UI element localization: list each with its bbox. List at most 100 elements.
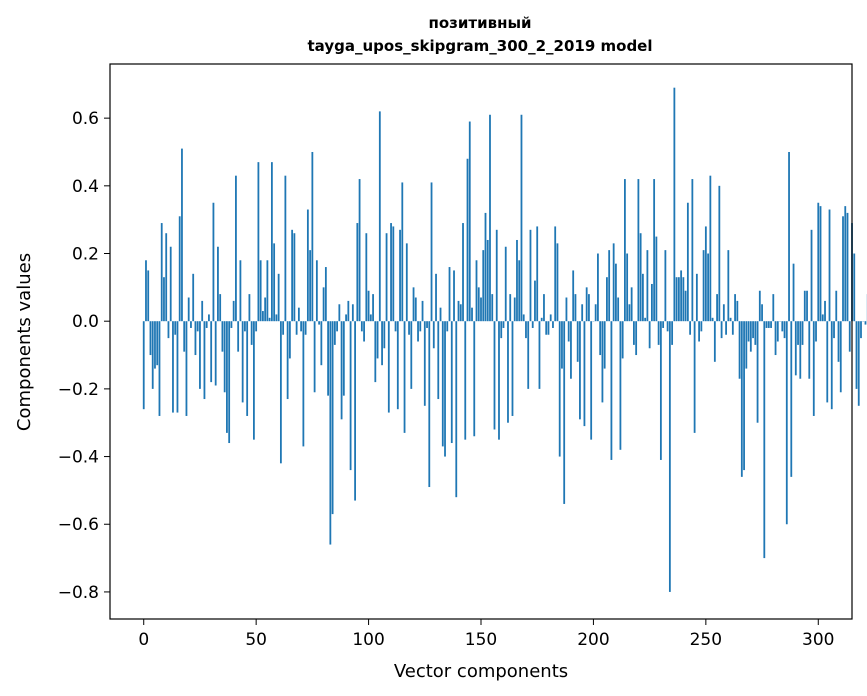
x-tick-label: 300 <box>802 630 834 650</box>
bar <box>322 287 325 322</box>
bar <box>187 297 190 322</box>
bar <box>695 273 698 322</box>
bar <box>700 321 703 332</box>
bar <box>673 87 676 322</box>
bar <box>522 314 525 322</box>
bar <box>758 290 761 322</box>
bar <box>675 277 678 322</box>
bar <box>538 321 541 389</box>
bar <box>277 273 280 322</box>
bar <box>749 321 752 352</box>
bar <box>581 304 584 322</box>
bar <box>374 321 377 383</box>
bar <box>495 229 498 322</box>
bar <box>327 321 329 396</box>
bar <box>855 321 858 389</box>
bar <box>729 317 732 322</box>
y-tick-label: 0.2 <box>72 245 99 265</box>
bar <box>853 253 856 322</box>
bar <box>444 321 446 457</box>
bar <box>518 260 521 322</box>
bar <box>500 321 503 339</box>
bar <box>401 182 404 322</box>
bar <box>349 321 352 471</box>
bar <box>828 209 831 322</box>
bar <box>722 304 725 322</box>
bar <box>426 321 428 328</box>
bar <box>716 294 718 322</box>
bar <box>412 287 415 322</box>
bar <box>776 321 779 342</box>
bar <box>372 294 374 322</box>
bar <box>567 321 570 342</box>
bar <box>507 321 509 423</box>
bar <box>250 321 253 345</box>
bar <box>583 321 586 427</box>
bar <box>525 321 527 339</box>
bar <box>745 321 748 369</box>
bar <box>176 321 179 413</box>
bar <box>561 321 563 369</box>
bar <box>790 321 793 477</box>
bar <box>659 321 662 460</box>
bar <box>615 263 617 322</box>
bar <box>725 321 727 335</box>
bar <box>212 202 215 322</box>
bar <box>219 294 222 322</box>
y-tick-label: 0.4 <box>72 177 99 197</box>
bar <box>329 321 332 545</box>
bar <box>333 321 336 345</box>
bar <box>576 321 579 362</box>
bar <box>756 321 759 423</box>
bar <box>833 321 835 339</box>
bar <box>410 321 413 389</box>
bar <box>266 260 269 322</box>
bar <box>543 294 545 322</box>
bar <box>466 158 469 322</box>
bar <box>156 321 159 366</box>
bar <box>792 263 795 322</box>
bar <box>808 321 811 379</box>
bar <box>331 321 334 515</box>
bar <box>585 287 588 322</box>
bar <box>579 321 581 420</box>
bar <box>608 250 611 322</box>
bar <box>810 229 813 322</box>
bar <box>232 300 235 322</box>
y-tick-label: −0.8 <box>58 583 99 603</box>
bar <box>441 321 444 447</box>
bar <box>558 321 561 457</box>
bar <box>396 321 399 410</box>
bar <box>628 304 631 322</box>
bar <box>288 321 291 359</box>
bar <box>194 321 197 356</box>
y-axis-label: Components values <box>14 253 35 431</box>
bar <box>223 321 226 393</box>
bar <box>772 294 775 322</box>
bar <box>300 321 303 332</box>
bar <box>680 270 683 322</box>
bar <box>448 267 451 322</box>
bar <box>284 175 287 322</box>
bar <box>713 321 716 362</box>
bar <box>387 321 390 413</box>
bar <box>650 283 653 322</box>
bar <box>482 250 485 322</box>
bar <box>358 179 361 322</box>
bar <box>552 321 554 328</box>
bar <box>324 267 327 322</box>
bar <box>201 300 204 322</box>
bar <box>417 321 419 342</box>
x-tick-label: 150 <box>465 630 497 650</box>
x-tick-label: 200 <box>577 630 609 650</box>
bar <box>704 226 707 322</box>
bar <box>516 239 518 322</box>
bar <box>475 260 478 322</box>
bar <box>570 321 572 379</box>
bar <box>502 321 505 328</box>
bar <box>513 297 516 322</box>
bar <box>610 321 613 460</box>
bar <box>545 321 548 335</box>
y-tick-label: −0.4 <box>58 448 99 468</box>
bar <box>149 321 152 356</box>
